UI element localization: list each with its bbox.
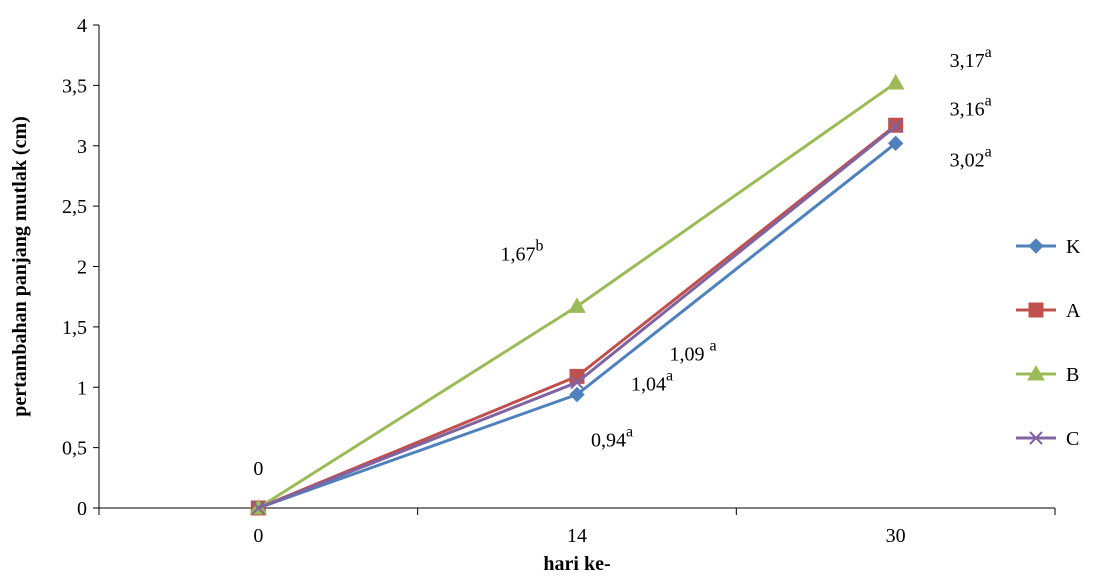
series-C: [251, 119, 903, 515]
y-tick-label: 2: [77, 257, 87, 279]
legend-item-B: B: [1016, 364, 1079, 386]
legend-label: B: [1066, 364, 1079, 386]
y-tick-label: 4: [77, 15, 87, 37]
x-axis-title: hari ke-: [543, 553, 610, 575]
series-line-C: [257, 125, 897, 510]
series-B: [249, 73, 905, 515]
x-tick-label: 14: [567, 525, 587, 547]
x-tick-label: 30: [886, 525, 906, 547]
data-point-K: [569, 386, 585, 403]
data-label: 3,02a: [950, 143, 992, 171]
data-point-B: [568, 297, 586, 313]
data-label: 3,16a: [950, 92, 992, 120]
legend: K A B C: [1016, 236, 1081, 450]
legend-marker: [1027, 364, 1045, 381]
y-tick-label: 3,5: [62, 75, 87, 97]
legend-item-K: K: [1016, 236, 1081, 258]
legend-marker: [1029, 431, 1043, 445]
data-point-B: [886, 73, 905, 90]
data-label: 1,04a: [631, 367, 673, 395]
series-line-B: [257, 81, 897, 510]
legend-item-A: A: [1016, 300, 1081, 322]
y-tick-label: 0: [77, 498, 87, 520]
series-line-A: [257, 124, 897, 510]
legend-item-C: C: [1016, 428, 1079, 450]
data-label: 0,94a: [591, 423, 633, 451]
legend-label: K: [1066, 236, 1081, 258]
y-tick-label: 2,5: [62, 196, 87, 218]
legend-label: C: [1066, 428, 1079, 450]
data-label: 0: [253, 458, 263, 480]
series-line-K: [257, 142, 897, 510]
y-axis-title: pertambahan panjang mutlak (cm): [9, 116, 31, 417]
legend-label: A: [1066, 300, 1081, 322]
legend-marker: [1028, 302, 1044, 318]
y-tick-label: 0,5: [62, 438, 87, 460]
data-label: 1,67b: [501, 237, 544, 265]
data-point-C: [251, 501, 266, 515]
data-label: 3,17a: [950, 44, 992, 72]
y-tick-label: 1: [77, 377, 87, 399]
x-tick-label: 0: [253, 525, 263, 547]
series-layer: [249, 73, 905, 516]
data-label: 1,09 a: [669, 337, 716, 365]
data-point-C: [570, 375, 584, 390]
series-K: [250, 135, 904, 516]
data-point-C: [888, 119, 903, 134]
series-A: [250, 117, 904, 516]
y-tick-label: 1,5: [62, 317, 87, 339]
y-tick-label: 3: [77, 136, 87, 158]
axes: 0 0,5 1 1,5 2 2,5 3 3,5 4 0 14 30: [62, 15, 1056, 547]
legend-marker: [1028, 238, 1044, 254]
data-point-K: [887, 135, 904, 152]
